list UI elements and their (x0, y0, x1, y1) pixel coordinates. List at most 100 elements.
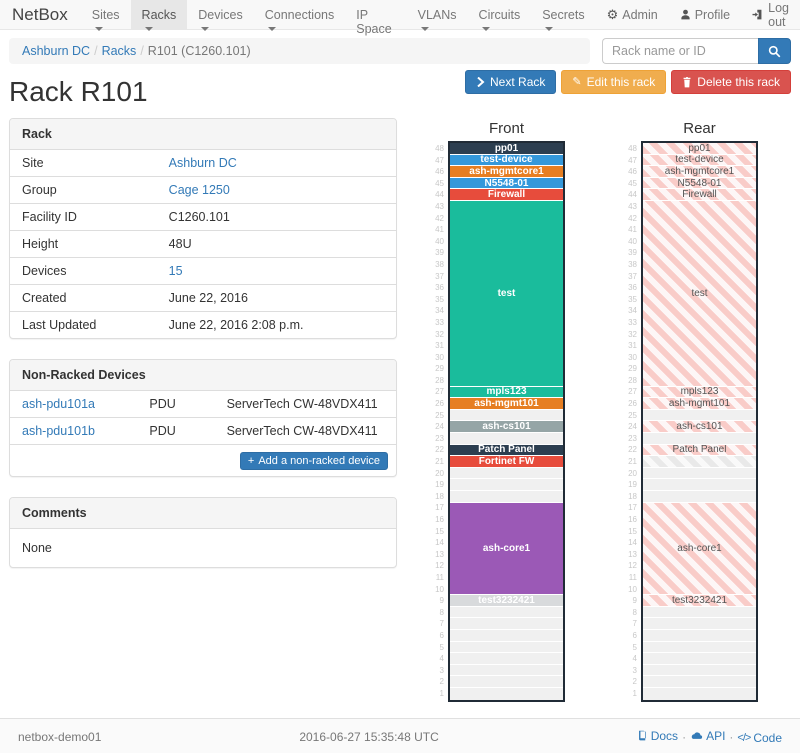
unit-number: 6 (632, 630, 637, 640)
unit-number: 46 (628, 167, 637, 177)
unit-number: 22 (435, 445, 444, 455)
rack-device-test3232421[interactable]: test3232421 (643, 595, 756, 607)
unit-number: 31 (435, 341, 444, 351)
breadcrumb-link[interactable]: Racks (101, 44, 137, 58)
breadcrumb-separator: / (140, 44, 144, 58)
rack-device-firewall[interactable]: Firewall (643, 189, 756, 201)
next-rack-button[interactable]: Next Rack (465, 70, 557, 94)
rack-device-ash-cs101[interactable]: ash-cs101 (450, 421, 563, 433)
device-name-link[interactable]: ash-pdu101b (22, 424, 95, 438)
rack-device-test-device[interactable]: test-device (643, 154, 756, 167)
rack-device-mpls123[interactable]: mpls123 (643, 386, 756, 399)
unit-number: 43 (628, 201, 637, 211)
main-menu: Sites Racks Devices Connections IP Space VLAN… (81, 0, 596, 45)
rack-device-fortinet-fw[interactable]: Fortinet FW (450, 456, 563, 468)
add-non-racked-device-button[interactable]: + Add a non-racked device (239, 452, 388, 470)
rack-device-fortinet-fw[interactable] (643, 456, 756, 468)
rack-search-input[interactable] (602, 38, 758, 64)
user-menu: ⚙ Admin Profile Log out (596, 0, 800, 29)
rack-device-test-device[interactable]: test-device (450, 154, 563, 167)
empty-rack-unit (643, 641, 756, 654)
rack-device-test[interactable]: test (450, 200, 563, 387)
footer-link-code[interactable]: </> Code (737, 731, 782, 745)
attr-value-text: 48U (168, 237, 192, 251)
nav-item-log-out[interactable]: Log out (741, 0, 800, 29)
nav-item-connections[interactable]: Connections (254, 0, 346, 31)
attr-value: June 22, 2016 (156, 284, 396, 312)
nav-item-secrets[interactable]: Secrets (531, 0, 595, 31)
unit-number: 15 (628, 526, 637, 536)
unit-number: 30 (628, 352, 637, 362)
empty-rack-unit (450, 664, 563, 677)
rack-device-firewall[interactable]: Firewall (450, 189, 563, 201)
rack-device-ash-core1[interactable]: ash-core1 (643, 502, 756, 596)
unit-number: 25 (628, 410, 637, 420)
unit-number: 17 (628, 503, 637, 513)
unit-number: 10 (628, 584, 637, 594)
footer-link-docs[interactable]: Docs (637, 729, 678, 743)
breadcrumb-current: R101 (C1260.101) (147, 44, 251, 58)
rack-device-n5548-01[interactable]: N5548-01 (643, 177, 756, 190)
non-racked-footer: + Add a non-racked device (10, 444, 396, 476)
brand-logo[interactable]: NetBox (12, 5, 68, 24)
nav-item-circuits[interactable]: Circuits (468, 0, 532, 31)
unit-number: 34 (628, 306, 637, 316)
nav-item-profile[interactable]: Profile (669, 0, 741, 29)
search-button[interactable] (758, 38, 791, 64)
rack-device-patch-panel[interactable]: Patch Panel (643, 444, 756, 457)
rack-device-pp01[interactable]: pp01 (643, 143, 756, 155)
breadcrumb-row: Ashburn DC / Racks / R101 (C1260.101) (0, 30, 800, 64)
rack-search-form (602, 38, 791, 64)
unit-number: 27 (435, 387, 444, 397)
rack-device-ash-cs101[interactable]: ash-cs101 (643, 421, 756, 433)
attr-value: Cage 1250 (156, 176, 396, 204)
rack-device-patch-panel[interactable]: Patch Panel (450, 444, 563, 457)
attr-value-link[interactable]: Ashburn DC (168, 156, 237, 170)
cloud-icon (691, 732, 703, 740)
empty-rack-unit (450, 641, 563, 654)
breadcrumb-link[interactable]: Ashburn DC (22, 44, 91, 58)
unit-number: 35 (628, 294, 637, 304)
empty-rack-unit (450, 606, 563, 619)
rack-device-ash-mgmtcore1[interactable]: ash-mgmtcore1 (450, 166, 563, 178)
attr-label: Created (10, 284, 157, 312)
rack-device-ash-mgmt101[interactable]: ash-mgmt101 (450, 398, 563, 410)
unit-number: 11 (628, 572, 637, 582)
left-column: Rack Site Ashburn DC Group Cage 1250 Facilit… (9, 118, 397, 702)
unit-number: 17 (435, 503, 444, 513)
attr-value: Ashburn DC (157, 150, 396, 177)
breadcrumb-separator: / (94, 44, 98, 58)
unit-number: 37 (435, 271, 444, 281)
nav-item-devices[interactable]: Devices (187, 0, 253, 31)
unit-number: 38 (435, 259, 444, 269)
empty-rack-unit (450, 490, 563, 503)
separator: · (729, 730, 734, 745)
unit-number: 25 (435, 410, 444, 420)
table-row: Facility ID C1260.101 (10, 203, 396, 231)
rack-device-n5548-01[interactable]: N5548-01 (450, 177, 563, 190)
rack-device-mpls123[interactable]: mpls123 (450, 386, 563, 399)
rack-device-ash-mgmt101[interactable]: ash-mgmt101 (643, 398, 756, 410)
title-row: Rack R101 Next Rack ✎ Edit this rack Del… (0, 64, 800, 108)
next-rack-label: Next Rack (490, 75, 546, 89)
nav-item-vlans[interactable]: VLANs (407, 0, 468, 31)
attr-label: Height (10, 230, 157, 258)
rear-elevation: Rear 48 47 46 45 44 43 42 41 40 39 38 37 36 35 34 33 32 3… (623, 118, 758, 702)
edit-rack-button[interactable]: ✎ Edit this rack (561, 70, 667, 94)
unit-number: 39 (435, 248, 444, 258)
rack-device-ash-core1[interactable]: ash-core1 (450, 502, 563, 596)
delete-rack-button[interactable]: Delete this rack (671, 70, 791, 94)
unit-number: 20 (435, 468, 444, 478)
nav-item-racks[interactable]: Racks (130, 0, 188, 31)
attr-value-link[interactable]: 15 (168, 264, 183, 278)
rack-device-pp01[interactable]: pp01 (450, 143, 563, 155)
rack-device-test[interactable]: test (643, 200, 756, 387)
nav-item-sites[interactable]: Sites (81, 0, 131, 31)
footer-link-api[interactable]: API (690, 729, 725, 743)
nav-item-admin[interactable]: ⚙ Admin (596, 0, 669, 29)
rack-device-ash-mgmtcore1[interactable]: ash-mgmtcore1 (643, 166, 756, 178)
attr-value-link[interactable]: Cage 1250 (168, 183, 230, 197)
device-name-link[interactable]: ash-pdu101a (22, 397, 95, 411)
rack-device-test3232421[interactable]: test3232421 (450, 595, 563, 607)
nav-item-ip-space[interactable]: IP Space (345, 0, 406, 45)
